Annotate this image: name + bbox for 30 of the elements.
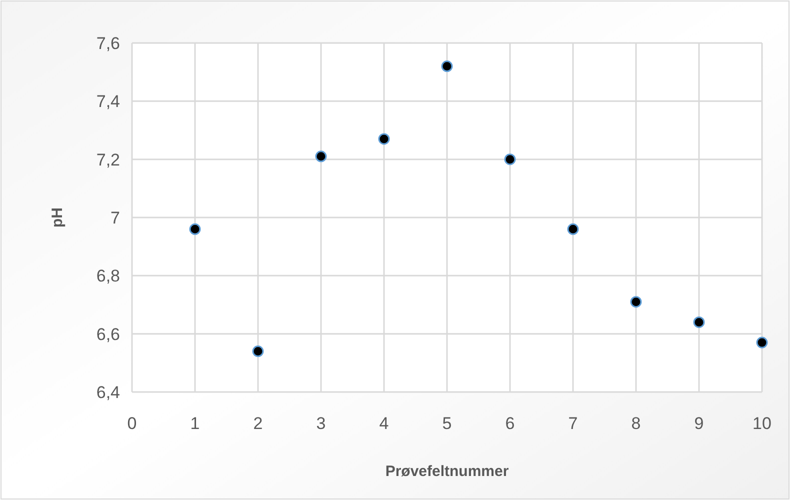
y-tick-label: 7,2 [96,150,120,170]
x-tick-label: 2 [253,414,263,433]
x-tick-label: 7 [568,414,578,433]
x-tick-label: 9 [694,414,704,433]
y-tick-label: 6,6 [96,324,120,344]
point [315,150,327,162]
point [630,296,642,308]
point [693,316,705,328]
y-tick-label: 7,4 [96,92,120,112]
x-tick-label: 0 [127,414,137,433]
x-tick-label: 8 [631,414,641,433]
point [756,336,768,348]
y-tick-label: 6,8 [96,266,120,286]
x-tick-label: 6 [505,414,515,433]
point [252,346,264,358]
point [567,223,579,235]
x-tick-label: 3 [316,414,326,433]
x-tick-label: 10 [752,414,772,433]
y-axis-title: pH [49,208,66,228]
x-tick-label: 5 [442,414,452,433]
point [504,154,516,166]
y-tick-label: 7,6 [96,34,120,53]
x-axis-title: Prøvefeltnummer [385,463,509,480]
point [189,223,201,235]
point [441,60,453,72]
x-tick-label: 1 [190,414,200,433]
point [378,133,390,145]
x-tick-label: 4 [379,414,389,433]
y-tick-label: 6,4 [96,382,120,402]
y-tick-label: 7 [110,208,120,228]
